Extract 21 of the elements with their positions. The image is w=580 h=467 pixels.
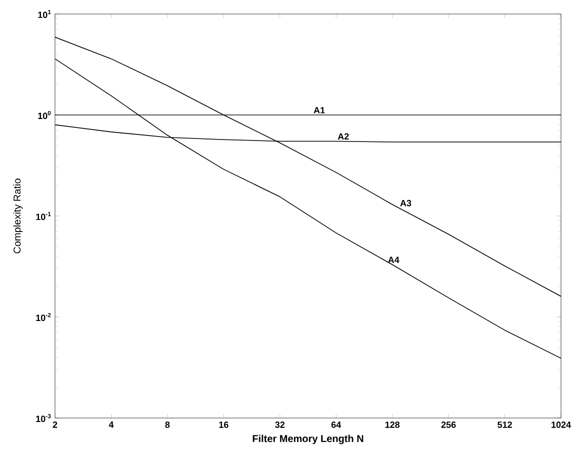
x-tick-label: 64 (331, 422, 342, 428)
y-tick-label: 10$^{0}$ (38, 110, 51, 120)
x-tick-label: 1024 (552, 422, 571, 428)
x-tick-label: 4 (108, 422, 114, 428)
annotation: A1 (314, 107, 325, 114)
y-tick-label: 10$^{1}$ (38, 10, 51, 18)
annotation: A3 (400, 200, 412, 206)
y-tick-label: 10$^{-1}$ (36, 212, 51, 220)
x-tick-label: 8 (165, 422, 170, 428)
x-tick-label: 2 (52, 422, 58, 428)
annotation: A4 (388, 256, 400, 263)
annotation: A2 (338, 133, 349, 140)
y-axis-title: Complexity Ratio (13, 178, 23, 254)
x-axis-title: Filter Memory Length N (252, 434, 364, 444)
x-tick-label: 32 (275, 422, 285, 428)
y-tick-label: 10$^{-2}$ (36, 312, 51, 322)
x-tick-label: 256 (441, 422, 456, 428)
x-tick-label: 512 (498, 422, 512, 428)
x-tick-label: 16 (219, 422, 228, 428)
y-tick-label: 10$^{-3}$ (36, 414, 51, 422)
x-tick-label: 128 (385, 422, 400, 428)
